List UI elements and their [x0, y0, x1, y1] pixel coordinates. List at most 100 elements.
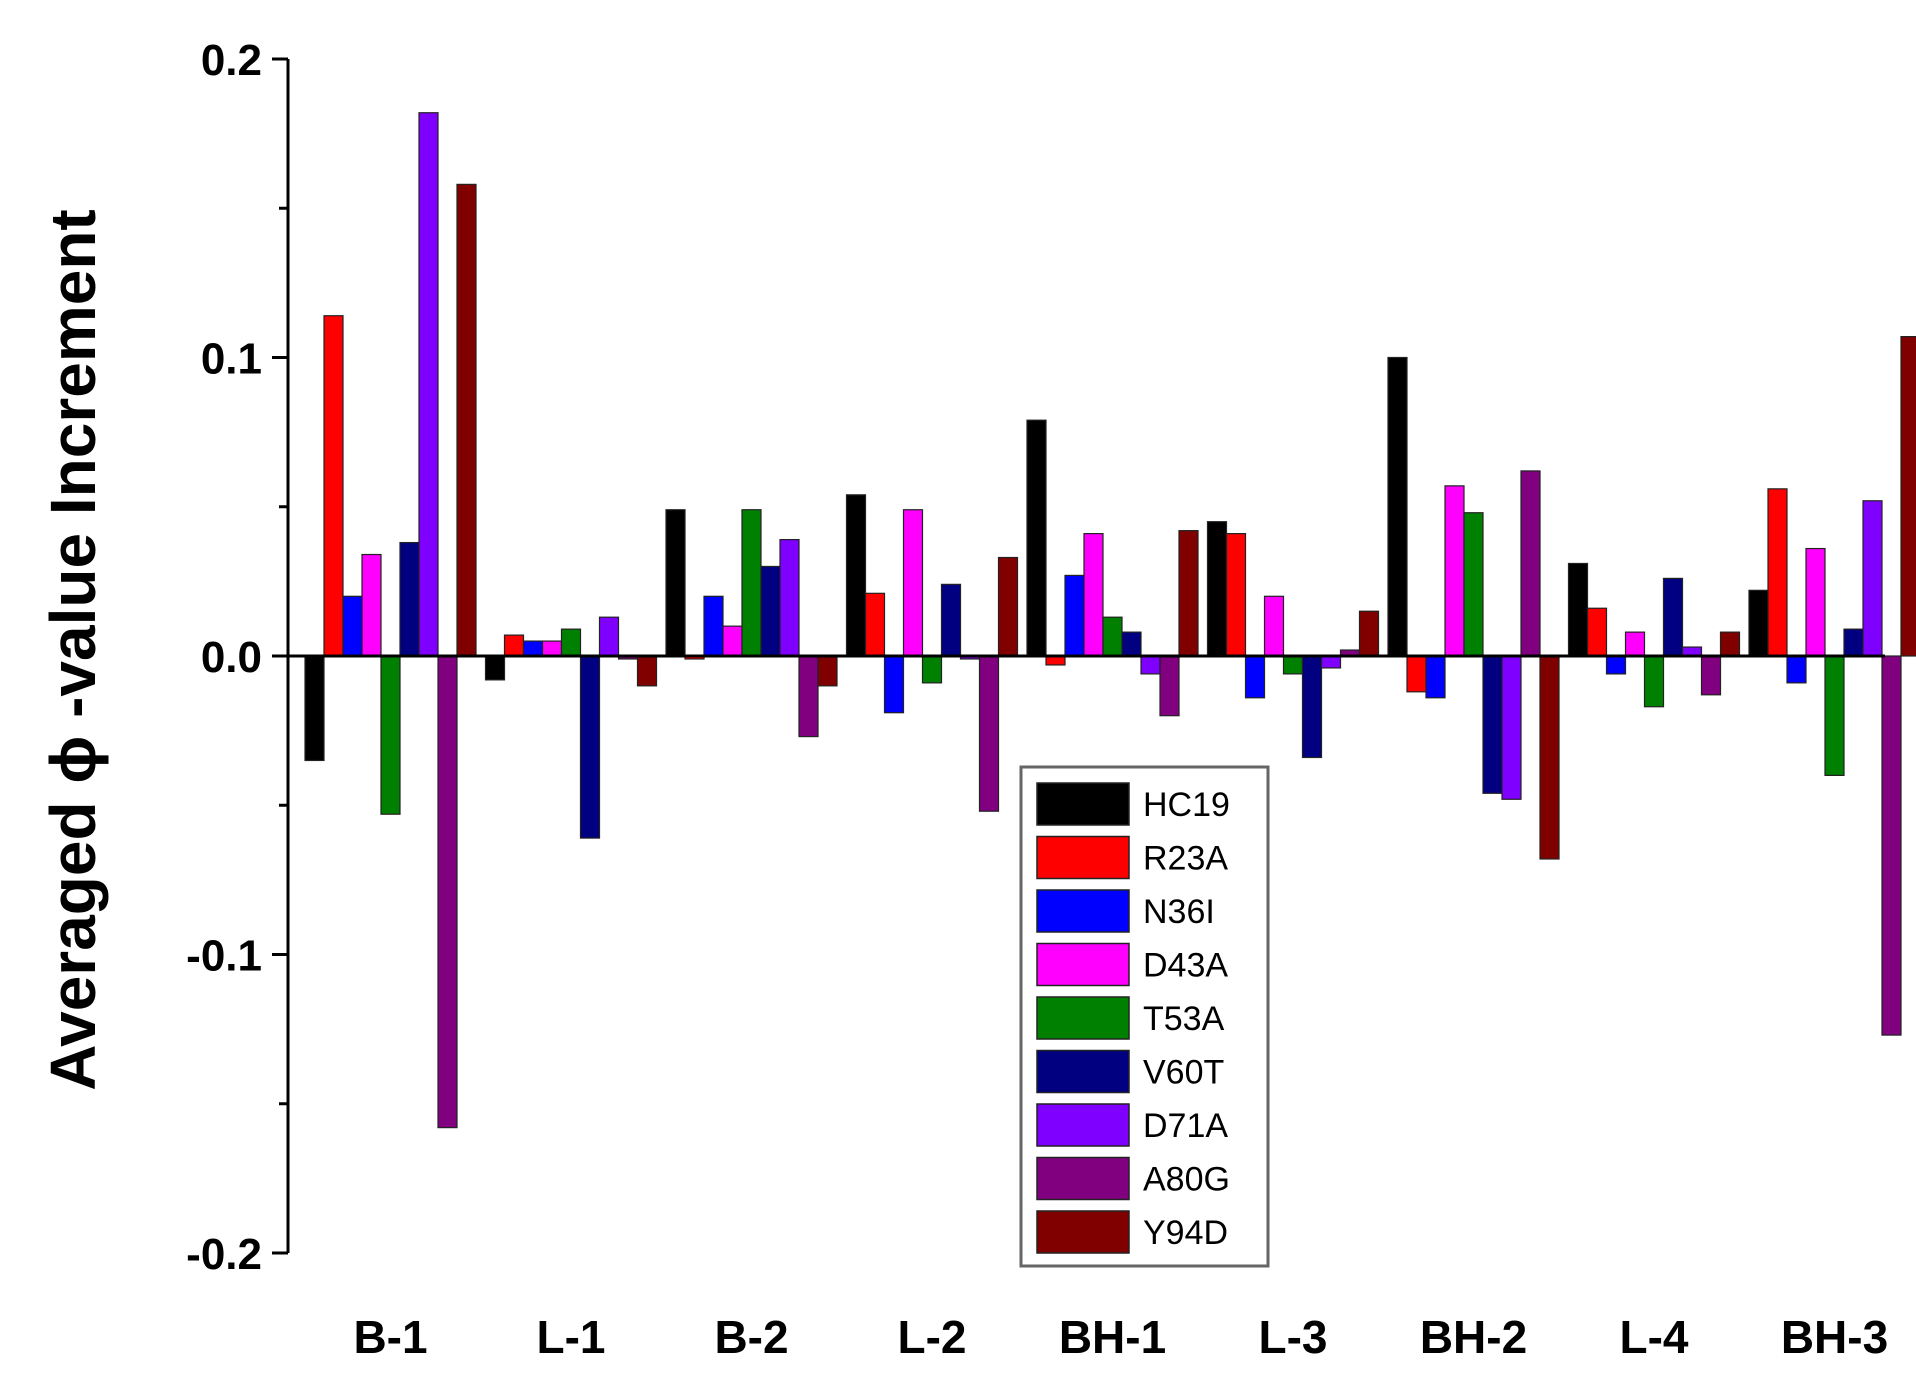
bar-t53a-l-2: [921, 655, 943, 684]
bar-n36i-l-1: [522, 640, 544, 657]
legend-swatch-y94d: [1036, 1210, 1130, 1254]
bar-hc19-b-2: [665, 509, 686, 657]
y-tick-label: -0.1: [186, 932, 262, 981]
bar-d71a-l-3: [1320, 655, 1342, 669]
bar-y94d-l-3: [1358, 610, 1380, 657]
bar-y94d-b-1: [456, 183, 477, 657]
legend-swatch-d43a: [1036, 942, 1130, 987]
bar-v60t-l-3: [1301, 655, 1323, 759]
bar-r23a-b-1: [323, 315, 344, 657]
bar-d71a-l-1: [598, 616, 620, 657]
y-tick-label: 0.2: [201, 36, 262, 85]
bar-d43a-l-2: [902, 509, 924, 657]
bar-t53a-l-3: [1282, 655, 1304, 675]
bar-d43a-b-1: [361, 553, 382, 657]
bar-n36i-bh-2: [1425, 655, 1446, 699]
legend-swatch-d71a: [1036, 1103, 1130, 1147]
bar-d71a-bh-3: [1862, 500, 1883, 657]
plot-area: -0.2 -0.1 0.0 0.1 0.2 B-1 L-1 B-2 L-2 BH-1 L-3 BH-2…: [186, 36, 1916, 1363]
legend-swatch-r23a: [1036, 835, 1130, 880]
bar-t53a-bh-2: [1463, 512, 1484, 657]
bar-v60t-l-2: [940, 583, 962, 657]
bar-hc19-b-1: [304, 655, 325, 762]
x-category-label: L-4: [1620, 1311, 1689, 1363]
legend-label-d71a: D71A: [1143, 1107, 1228, 1145]
legend-swatch-a80g: [1036, 1156, 1130, 1201]
bar-a80g-b-1: [437, 655, 458, 1129]
legend-swatch-hc19: [1036, 782, 1130, 826]
legend: HC19 R23A N36I D43A T53A V60T D71A A80G Y94D: [1019, 765, 1270, 1268]
legend-label-r23a: R23A: [1143, 840, 1228, 878]
bar-d43a-l-1: [541, 640, 563, 657]
bar-v60t-bh-3: [1843, 628, 1864, 657]
bar-hc19-bh-1: [1026, 419, 1047, 657]
y-axis-title: Averaged ϕ -value Increment: [37, 209, 109, 1090]
bar-r23a-bh-3: [1767, 488, 1788, 657]
legend-label-a80g: A80G: [1143, 1161, 1230, 1199]
bar-a80g-l-2: [978, 655, 1000, 812]
bar-d43a-bh-2: [1444, 485, 1465, 657]
bar-d71a-bh-2: [1501, 655, 1522, 800]
bar-y94d-bh-3: [1900, 336, 1916, 657]
bar-d71a-b-2: [779, 538, 800, 657]
bar-a80g-bh-3: [1881, 655, 1902, 1036]
legend-swatch-v60t: [1036, 1049, 1130, 1094]
bar-d43a-l-3: [1263, 595, 1285, 657]
bar-y94d-l-4: [1719, 631, 1741, 657]
bar-a80g-bh-2: [1520, 470, 1541, 657]
bar-v60t-l-1: [579, 655, 601, 839]
bar-hc19-l-3: [1206, 521, 1228, 657]
bar-t53a-bh-3: [1824, 655, 1845, 777]
x-category-label: BH-1: [1059, 1311, 1166, 1363]
x-category-label: BH-2: [1420, 1311, 1527, 1363]
bar-n36i-l-3: [1244, 655, 1266, 699]
bar-d43a-b-2: [722, 625, 743, 657]
bar-d43a-bh-1: [1083, 533, 1104, 657]
bar-t53a-b-2: [741, 509, 762, 657]
bar-v60t-b-2: [760, 565, 781, 657]
legend-label-n36i: N36I: [1143, 893, 1215, 931]
bar-n36i-b-2: [703, 595, 724, 657]
bar-y94d-l-1: [636, 655, 658, 687]
bar-n36i-l-4: [1605, 655, 1627, 675]
bar-v60t-l-4: [1662, 577, 1684, 657]
bar-n36i-b-1: [342, 595, 363, 657]
legend-label-hc19: HC19: [1143, 786, 1230, 824]
bar-t53a-l-1: [560, 628, 582, 657]
bar-hc19-l-2: [845, 494, 867, 657]
x-category-label: L-2: [898, 1311, 967, 1363]
bar-d43a-l-4: [1624, 631, 1646, 657]
bar-d71a-bh-1: [1140, 655, 1161, 675]
bar-t53a-l-4: [1643, 655, 1665, 708]
bar-r23a-l-3: [1225, 533, 1247, 657]
bar-v60t-bh-2: [1482, 655, 1503, 794]
x-category-label: L-3: [1259, 1311, 1328, 1363]
legend-swatch-t53a: [1036, 996, 1130, 1040]
y-tick-label: 0.0: [201, 633, 262, 682]
bar-hc19-bh-3: [1748, 589, 1769, 657]
bar-hc19-l-1: [484, 655, 506, 681]
x-category-label: B-1: [353, 1311, 427, 1363]
bar-hc19-l-4: [1567, 562, 1589, 657]
legend-label-t53a: T53A: [1143, 1000, 1225, 1038]
x-category-label: BH-3: [1781, 1311, 1888, 1363]
bar-t53a-bh-1: [1102, 616, 1123, 657]
bar-r23a-l-1: [503, 634, 525, 657]
bar-n36i-l-2: [883, 655, 905, 714]
y-tick-label: 0.1: [201, 335, 262, 384]
bar-y94d-b-2: [817, 655, 838, 687]
legend-label-v60t: V60T: [1143, 1054, 1224, 1092]
bar-v60t-b-1: [399, 541, 420, 657]
bar-r23a-l-2: [864, 592, 886, 657]
bar-r23a-bh-2: [1406, 655, 1427, 693]
bar-n36i-bh-1: [1064, 574, 1085, 657]
bar-a80g-b-2: [798, 655, 819, 738]
bar-a80g-l-4: [1700, 655, 1722, 696]
bar-hc19-bh-2: [1387, 356, 1408, 657]
bar-y94d-bh-2: [1539, 655, 1560, 860]
bar-d71a-b-1: [418, 112, 439, 657]
legend-swatch-n36i: [1036, 889, 1130, 933]
bar-d43a-bh-3: [1805, 547, 1826, 657]
bar-t53a-b-1: [380, 655, 401, 815]
x-category-label: B-2: [714, 1311, 788, 1363]
